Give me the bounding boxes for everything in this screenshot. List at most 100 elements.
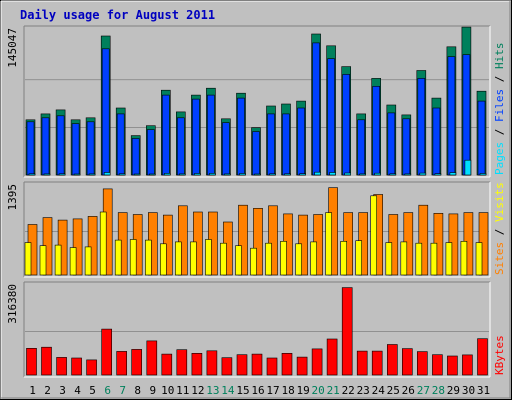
bar-pages-day-21 bbox=[329, 172, 336, 176]
bar-pages-day-11 bbox=[179, 173, 186, 176]
bar-kbytes-day-25 bbox=[386, 344, 398, 376]
bar-visits-day-4 bbox=[69, 247, 77, 276]
bar-files-day-23 bbox=[357, 119, 366, 176]
bar-pages-day-15 bbox=[239, 173, 246, 176]
panel-middle-legend-text: Sites / Visits bbox=[493, 182, 506, 275]
bar-files-day-16 bbox=[252, 131, 260, 176]
bar-visits-day-14 bbox=[220, 242, 227, 276]
bar-pages-day-20 bbox=[314, 171, 321, 176]
bar-kbytes-day-6 bbox=[101, 328, 112, 376]
legend-hits: Hits bbox=[493, 43, 506, 70]
bar-kbytes-day-18 bbox=[281, 352, 293, 376]
chart-title: Daily usage for August 2011 bbox=[20, 8, 215, 22]
legend-kbytes: KBytes bbox=[493, 335, 506, 375]
bar-files-day-15 bbox=[237, 97, 245, 176]
bar-visits-day-26 bbox=[400, 241, 408, 276]
x-label-day-30: 30 bbox=[462, 384, 475, 397]
x-axis-labels: 1 2 3 4 5 6 7 8 9 10 11 12 13 14 15 16 17 18 19 20 21 22 23 24 2… bbox=[29, 384, 490, 397]
bar-visits-day-29 bbox=[445, 242, 453, 276]
x-label-day-20: 20 bbox=[311, 384, 324, 397]
bar-visits-day-9 bbox=[145, 239, 152, 276]
bar-files-day-6 bbox=[101, 48, 110, 176]
x-label-day-21: 21 bbox=[327, 384, 340, 397]
bar-kbytes-day-26 bbox=[401, 348, 413, 376]
x-label-day-26: 26 bbox=[402, 384, 415, 397]
legend-separator: / bbox=[493, 222, 506, 242]
bar-visits-day-3 bbox=[54, 244, 62, 276]
bar-files-day-13 bbox=[207, 94, 215, 176]
bar-pages-day-19 bbox=[299, 173, 306, 176]
bar-sites-day-15 bbox=[238, 204, 248, 276]
bar-files-day-1 bbox=[26, 121, 35, 176]
bar-sites-day-5 bbox=[87, 216, 98, 276]
bar-visits-day-10 bbox=[160, 243, 167, 276]
panel-top: 145047 Pages / Files / Hits bbox=[6, 25, 506, 178]
bar-pages-day-31 bbox=[479, 173, 487, 176]
bar-visits-day-16 bbox=[250, 247, 257, 276]
bar-kbytes-day-22 bbox=[341, 287, 353, 376]
bar-files-day-14 bbox=[222, 122, 230, 176]
bar-pages-day-3 bbox=[58, 173, 66, 176]
bar-pages-day-5 bbox=[88, 173, 96, 176]
bar-pages-day-12 bbox=[194, 173, 201, 176]
bar-files-day-20 bbox=[312, 42, 320, 176]
bar-visits-day-27 bbox=[415, 242, 423, 276]
x-label-day-24: 24 bbox=[372, 384, 386, 397]
bar-files-day-25 bbox=[387, 112, 396, 176]
bar-files-day-11 bbox=[177, 117, 185, 176]
x-label-day-15: 15 bbox=[236, 384, 249, 397]
bar-kbytes-day-13 bbox=[206, 350, 218, 376]
bar-visits-day-24 bbox=[370, 195, 378, 276]
x-label-day-7: 7 bbox=[119, 384, 126, 397]
panel-bottom-ymax-label: 316380 bbox=[6, 284, 19, 324]
bar-sites-day-11 bbox=[178, 205, 188, 276]
x-label-day-16: 16 bbox=[251, 384, 264, 397]
bar-visits-day-21 bbox=[325, 212, 332, 276]
panel-top-legend: Pages / Files / Hits bbox=[493, 43, 506, 176]
bar-pages-day-23 bbox=[359, 173, 367, 176]
bar-kbytes-day-9 bbox=[146, 340, 158, 376]
bar-visits-day-13 bbox=[205, 239, 212, 276]
bar-kbytes-day-17 bbox=[266, 357, 278, 376]
bar-pages-day-27 bbox=[419, 172, 427, 176]
bar-visits-day-7 bbox=[114, 239, 122, 276]
bar-visits-day-6 bbox=[99, 211, 107, 276]
bar-pages-day-25 bbox=[389, 173, 397, 176]
x-label-day-29: 29 bbox=[447, 384, 460, 397]
bar-files-day-24 bbox=[372, 86, 381, 176]
bar-files-day-10 bbox=[162, 94, 170, 176]
bar-visits-day-28 bbox=[430, 242, 438, 276]
bar-visits-day-31 bbox=[475, 242, 483, 276]
legend-separator: / bbox=[493, 122, 506, 142]
bar-visits-day-22 bbox=[340, 241, 348, 276]
bar-pages-day-6 bbox=[103, 172, 111, 176]
bar-sites-day-4 bbox=[72, 218, 83, 276]
bar-files-day-12 bbox=[192, 98, 200, 176]
bar-visits-day-8 bbox=[129, 239, 137, 276]
bar-kbytes-day-2 bbox=[41, 346, 52, 376]
x-label-day-12: 12 bbox=[191, 384, 204, 397]
panel-bottom-bars bbox=[26, 287, 488, 376]
bar-files-day-3 bbox=[56, 115, 65, 176]
bar-kbytes-day-19 bbox=[296, 356, 308, 376]
bar-files-day-19 bbox=[297, 107, 305, 176]
bar-pages-day-7 bbox=[118, 173, 126, 176]
bar-visits-day-19 bbox=[295, 243, 302, 276]
bar-kbytes-day-10 bbox=[161, 353, 173, 376]
bar-kbytes-day-15 bbox=[236, 354, 248, 376]
bar-pages-day-14 bbox=[224, 173, 231, 176]
panel-middle-bars bbox=[24, 187, 489, 276]
bar-kbytes-day-1 bbox=[26, 347, 37, 376]
x-label-day-6: 6 bbox=[104, 384, 111, 397]
bar-kbytes-day-30 bbox=[462, 354, 473, 376]
bar-kbytes-day-16 bbox=[251, 353, 263, 376]
bar-kbytes-day-20 bbox=[311, 348, 323, 376]
x-label-day-18: 18 bbox=[281, 384, 294, 397]
bar-files-day-7 bbox=[116, 113, 125, 176]
bar-kbytes-day-5 bbox=[86, 359, 97, 376]
bar-pages-day-4 bbox=[73, 173, 81, 176]
bar-files-day-27 bbox=[417, 78, 426, 176]
x-label-day-8: 8 bbox=[134, 384, 141, 397]
bar-files-day-5 bbox=[86, 121, 95, 176]
panel-middle-legend: Sites / Visits bbox=[493, 182, 506, 275]
